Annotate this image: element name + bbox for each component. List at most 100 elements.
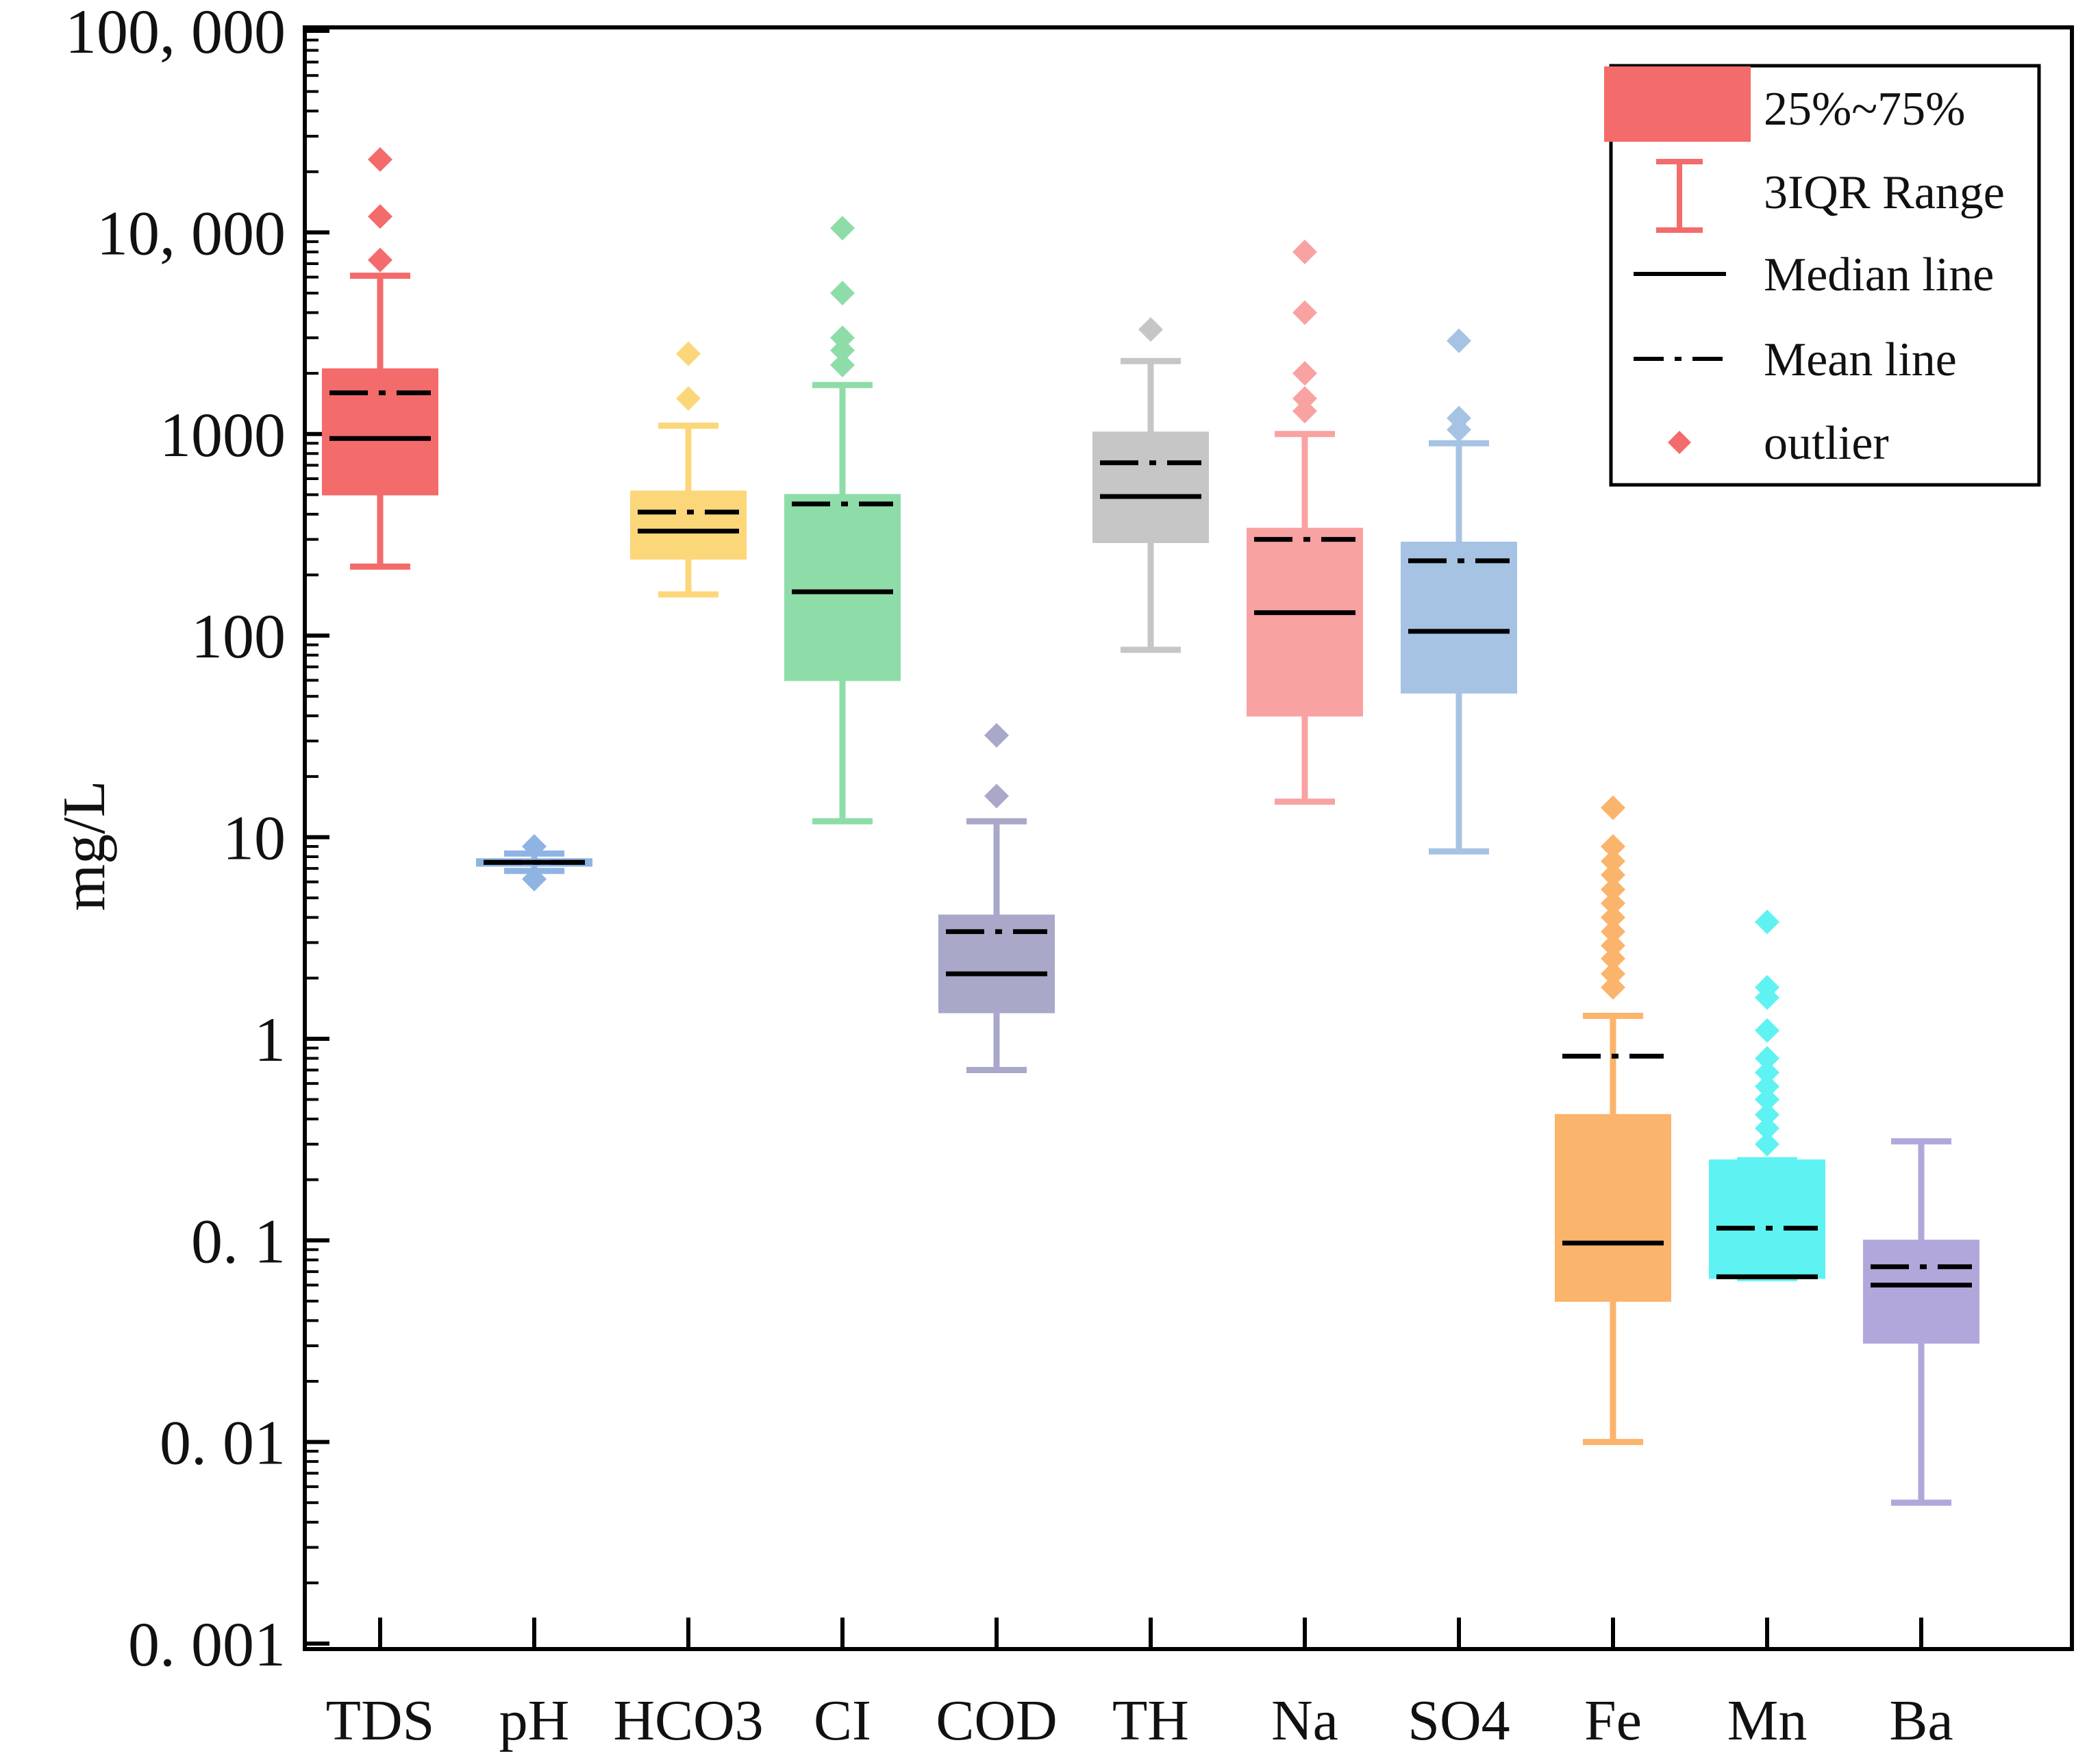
legend-box-swatch: [1604, 66, 1751, 142]
legend-label: Mean line: [1764, 334, 1957, 386]
outlier-point: [1601, 848, 1625, 874]
legend-outlier-swatch: [1668, 431, 1691, 454]
y-tick-label: 0. 1: [191, 1206, 286, 1276]
outlier-point: [1755, 1116, 1779, 1141]
outlier-point: [1601, 946, 1625, 971]
outlier-point: [1138, 317, 1163, 342]
outlier-point: [1755, 1046, 1779, 1071]
iqr-box: [784, 494, 901, 681]
outlier-point: [1755, 1018, 1779, 1043]
outlier-point: [1292, 399, 1317, 424]
y-tick-label: 100, 000: [65, 0, 286, 66]
outlier-point: [830, 280, 855, 305]
y-tick-label: 1: [254, 1005, 286, 1074]
y-axis: 100, 000 10, 000 1000 100 10 1 0. 1 0. 01 0. 001…: [51, 0, 329, 1679]
x-tick-label: Mn: [1727, 1689, 1808, 1752]
outlier-point: [1292, 300, 1317, 325]
iqr-box: [1401, 542, 1517, 694]
outlier-point: [1755, 1131, 1779, 1157]
x-tick-label: Ba: [1889, 1689, 1953, 1752]
outlier-point: [1601, 891, 1625, 916]
outlier-point: [368, 247, 392, 273]
legend: 25%~75% 3IQR Range Median line Mean line out…: [1604, 64, 2041, 487]
outlier-point: [1601, 975, 1625, 1000]
iqr-box: [1092, 431, 1209, 544]
y-tick-label: 1000: [160, 400, 286, 470]
x-tick-label: COD: [936, 1689, 1057, 1752]
outlier-point: [676, 386, 701, 411]
legend-item-median: Median line: [1634, 249, 1994, 301]
iqr-box: [1555, 1114, 1671, 1302]
outlier-point: [1447, 405, 1471, 431]
y-tick-label: 100: [191, 601, 286, 671]
boxes-layer: [322, 147, 1979, 1506]
box-ph: [476, 833, 592, 892]
legend-item-box: 25%~75%: [1604, 66, 1966, 142]
x-tick-label: SO4: [1408, 1689, 1510, 1752]
outlier-point: [1447, 328, 1471, 353]
outlier-point: [830, 216, 855, 241]
outlier-point: [830, 325, 855, 351]
x-tick-label: TH: [1112, 1689, 1189, 1752]
box-tds: [322, 147, 438, 570]
outlier-point: [676, 341, 701, 366]
y-tick-label: 0. 001: [128, 1609, 286, 1679]
outlier-point: [1601, 877, 1625, 902]
box-cod: [938, 722, 1055, 1073]
outlier-point: [1755, 1102, 1779, 1127]
iqr-box: [322, 368, 438, 496]
legend-item-range: 3IQR Range: [1656, 159, 2005, 233]
x-tick-label: CI: [814, 1689, 871, 1752]
legend-label: 3IQR Range: [1764, 166, 2005, 219]
box-na: [1247, 239, 1363, 805]
box-hco3: [630, 341, 747, 598]
outlier-point: [1601, 933, 1625, 958]
outlier-point: [522, 866, 547, 892]
outlier-point: [1601, 833, 1625, 859]
iqr-box: [1863, 1240, 1979, 1344]
legend-label: 25%~75%: [1764, 83, 1966, 136]
outlier-point: [830, 338, 855, 363]
outlier-point: [1755, 1074, 1779, 1099]
x-axis: TDS pH HCO3 CI COD TH Na SO4 Fe Mn Ba: [326, 1618, 1953, 1752]
x-tick-label: pH: [499, 1689, 570, 1752]
y-tick-label: 10: [223, 803, 286, 873]
legend-label: outlier: [1764, 417, 1889, 470]
iqr-box: [630, 490, 747, 560]
outlier-point: [1755, 1087, 1779, 1112]
x-tick-label: HCO3: [613, 1689, 763, 1752]
legend-label: Median line: [1764, 249, 1994, 301]
x-tick-label: Fe: [1584, 1689, 1642, 1752]
x-tick-label: Na: [1271, 1689, 1338, 1752]
y-tick-label: 0. 01: [160, 1408, 286, 1478]
box-th: [1092, 317, 1209, 653]
legend-item-mean: Mean line: [1634, 334, 1957, 386]
y-axis-title: mg/L: [51, 781, 118, 912]
outlier-point: [1601, 795, 1625, 820]
outlier-point: [984, 722, 1009, 748]
box-mn: [1709, 909, 1825, 1281]
outlier-point: [1755, 909, 1779, 935]
outlier-point: [1292, 386, 1317, 411]
box-ba: [1863, 1138, 1979, 1506]
outlier-point: [830, 352, 855, 377]
outlier-point: [1601, 961, 1625, 987]
legend-item-outlier: outlier: [1668, 417, 1889, 470]
outlier-point: [1755, 1060, 1779, 1085]
box-so4: [1401, 328, 1517, 855]
outlier-point: [1292, 361, 1317, 386]
x-tick-label: TDS: [326, 1689, 435, 1752]
outlier-point: [1601, 905, 1625, 930]
outlier-point: [368, 147, 392, 172]
outlier-point: [1601, 919, 1625, 944]
y-tick-label: 10, 000: [97, 198, 286, 268]
outlier-point: [1755, 975, 1779, 1000]
outlier-point: [984, 783, 1009, 809]
outlier-point: [522, 833, 547, 859]
iqr-box: [1709, 1159, 1825, 1279]
box-fe: [1555, 795, 1671, 1446]
outlier-point: [368, 204, 392, 229]
iqr-box: [1247, 527, 1363, 717]
outlier-point: [1292, 239, 1317, 264]
